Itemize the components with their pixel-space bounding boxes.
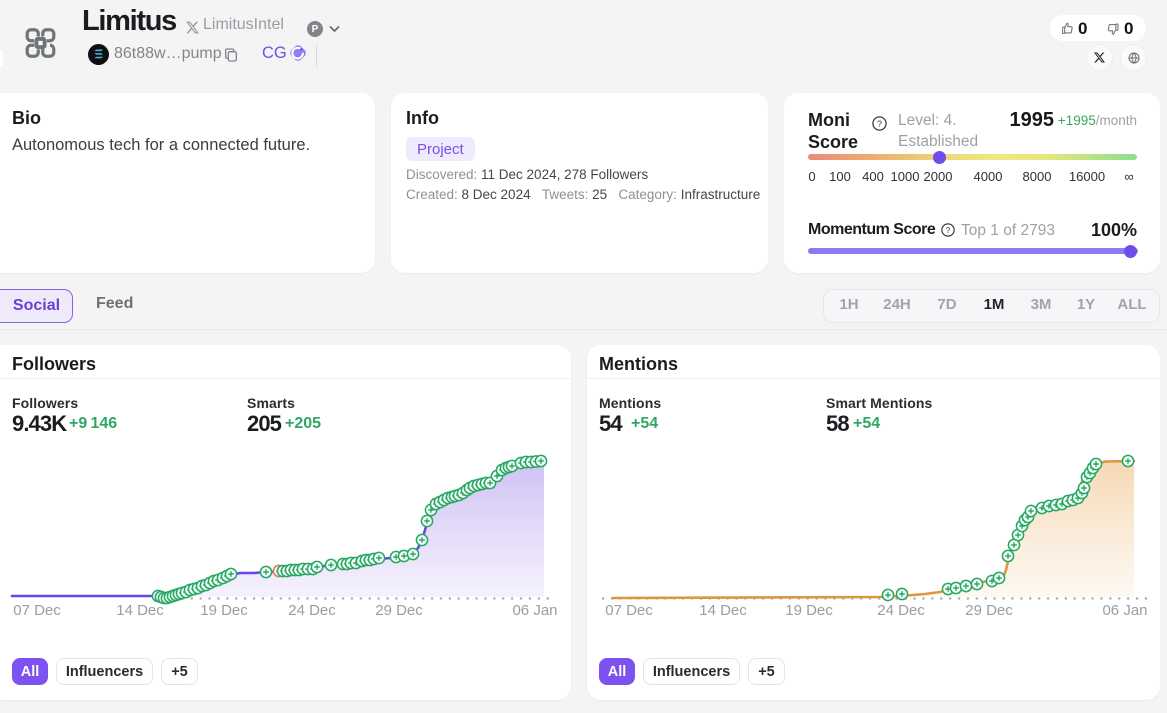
svg-text:?: ? (877, 119, 882, 129)
svg-text:29 Dec: 29 Dec (965, 602, 1013, 619)
svg-text:24 Dec: 24 Dec (288, 602, 336, 619)
svg-text:14 Dec: 14 Dec (116, 602, 164, 619)
svg-text:19 Dec: 19 Dec (785, 602, 833, 619)
svg-text:07 Dec: 07 Dec (13, 602, 61, 619)
svg-text:07 Dec: 07 Dec (605, 602, 653, 619)
svg-text:?: ? (946, 225, 951, 235)
svg-text:06 Jan: 06 Jan (1102, 602, 1147, 619)
svg-text:24 Dec: 24 Dec (877, 602, 925, 619)
svg-text:29 Dec: 29 Dec (375, 602, 423, 619)
svg-text:06 Jan: 06 Jan (512, 602, 557, 619)
svg-text:14 Dec: 14 Dec (699, 602, 747, 619)
svg-text:19 Dec: 19 Dec (200, 602, 248, 619)
